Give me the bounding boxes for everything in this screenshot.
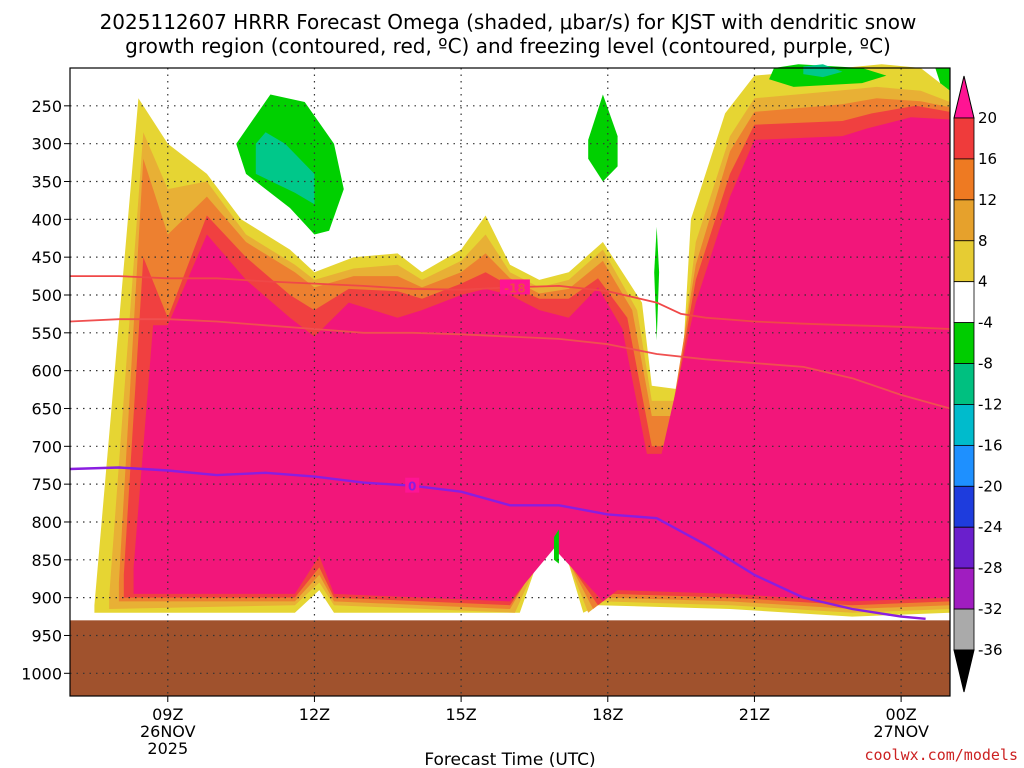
colorbar-label--16: -16 bbox=[978, 436, 1003, 454]
colorbar-label--20: -20 bbox=[978, 477, 1003, 495]
chart-title-line2: growth region (contoured, red, ºC) and f… bbox=[125, 34, 891, 58]
dgz-contour-0-label: -18 bbox=[504, 281, 526, 295]
y-tick-label-650: 650 bbox=[31, 399, 62, 418]
colorbar-swatch-7 bbox=[953, 363, 975, 405]
colorbar-label--12: -12 bbox=[978, 395, 1003, 413]
y-tick-label-300: 300 bbox=[31, 135, 62, 154]
x-tick-date-00Z: 27NOV bbox=[873, 722, 929, 741]
colorbar-swatch-2 bbox=[953, 158, 975, 201]
colorbar-swatch-8 bbox=[953, 404, 975, 446]
freezing-level-contour-label: 0 bbox=[408, 480, 416, 494]
y-tick-label-700: 700 bbox=[31, 437, 62, 456]
y-tick-label-950: 950 bbox=[31, 626, 62, 645]
x-tick-year-09Z: 2025 bbox=[147, 739, 188, 758]
x-tick-label-18Z: 18Z bbox=[592, 705, 623, 724]
colorbar-label--24: -24 bbox=[978, 518, 1003, 536]
colorbar-swatch-13 bbox=[953, 608, 975, 651]
colorbar-swatch-4 bbox=[953, 240, 975, 283]
y-tick-label-800: 800 bbox=[31, 513, 62, 532]
colorbar-label-12: 12 bbox=[978, 191, 997, 209]
omega-region--4-9 bbox=[654, 226, 660, 341]
y-tick-label-850: 850 bbox=[31, 551, 62, 570]
colorbar-label-4: 4 bbox=[978, 273, 988, 291]
colorbar-label--36: -36 bbox=[978, 641, 1003, 659]
colorbar-swatch-10 bbox=[953, 485, 975, 528]
dgz-contour-0 bbox=[70, 275, 951, 330]
colorbar-swatch-6 bbox=[953, 322, 975, 364]
y-tick-label-600: 600 bbox=[31, 362, 62, 381]
omega-region--4-8 bbox=[935, 68, 950, 91]
colorbar-swatch-9 bbox=[953, 444, 975, 487]
colorbar-swatch-1 bbox=[953, 117, 975, 160]
colorbar: 20 16 12 8 4 -4 -8 -12 -16 -20 -24 -28 -32 -36 bbox=[953, 75, 1003, 693]
colorbar-swatch-11 bbox=[953, 526, 975, 569]
colorbar-swatch-5 bbox=[953, 281, 975, 324]
y-tick-label-500: 500 bbox=[31, 286, 62, 305]
colorbar-swatch-12 bbox=[953, 567, 975, 610]
colorbar-swatch-3 bbox=[953, 199, 975, 242]
plot-frame bbox=[69, 67, 951, 697]
y-tick-label-900: 900 bbox=[31, 589, 62, 608]
x-axis-label: Forecast Time (UTC) bbox=[424, 750, 595, 768]
x-tick-label-09Z: 09Z bbox=[152, 705, 183, 724]
x-tick-label-21Z: 21Z bbox=[739, 705, 770, 724]
colorbar-bottom-arrow bbox=[953, 649, 975, 693]
colorbar-label--28: -28 bbox=[978, 559, 1003, 577]
y-tick-label-400: 400 bbox=[31, 210, 62, 229]
omega-region--4-10 bbox=[554, 529, 559, 564]
dgz-contour-1 bbox=[69, 318, 951, 410]
y-tick-label-550: 550 bbox=[31, 324, 62, 343]
colorbar-label-20: 20 bbox=[978, 109, 997, 127]
x-tick-label-15Z: 15Z bbox=[445, 705, 476, 724]
omega-region--8-11 bbox=[255, 132, 315, 205]
y-axis-ticks: 250 300 350 400 450 500 550 600 650 700 750 800 850 9… bbox=[21, 97, 70, 683]
colorbar-label--4: -4 bbox=[978, 314, 993, 332]
colorbar-label-8: 8 bbox=[978, 232, 988, 250]
y-tick-label-250: 250 bbox=[31, 97, 62, 116]
y-tick-label-350: 350 bbox=[31, 172, 62, 191]
y-tick-label-1000: 1000 bbox=[21, 664, 62, 683]
freezing-level-contour-label-bg bbox=[405, 477, 420, 493]
y-tick-label-750: 750 bbox=[31, 475, 62, 494]
colorbar-label-16: 16 bbox=[978, 150, 997, 168]
freezing-level-contour bbox=[69, 466, 926, 620]
colorbar-label--8: -8 bbox=[978, 355, 993, 373]
x-tick-date-09Z: 26NOV bbox=[140, 722, 196, 741]
source-credit: coolwx.com/models bbox=[864, 746, 1018, 764]
temperature-contours: -18 0 bbox=[69, 275, 951, 620]
colorbar-top-arrow bbox=[953, 75, 975, 119]
omega-region--4-6 bbox=[588, 94, 618, 182]
omega-shading bbox=[94, 64, 951, 617]
dgz-contour-0-label-bg bbox=[499, 279, 530, 295]
below-ground-fill bbox=[70, 620, 950, 696]
y-tick-label-450: 450 bbox=[31, 248, 62, 267]
gridlines bbox=[70, 68, 950, 696]
x-tick-label-12Z: 12Z bbox=[299, 705, 330, 724]
colorbar-label--32: -32 bbox=[978, 600, 1003, 618]
chart-title-line1: 2025112607 HRRR Forecast Omega (shaded, … bbox=[100, 10, 917, 34]
plot-area: -18 0 bbox=[69, 64, 951, 697]
x-tick-label-00Z: 00Z bbox=[885, 705, 916, 724]
